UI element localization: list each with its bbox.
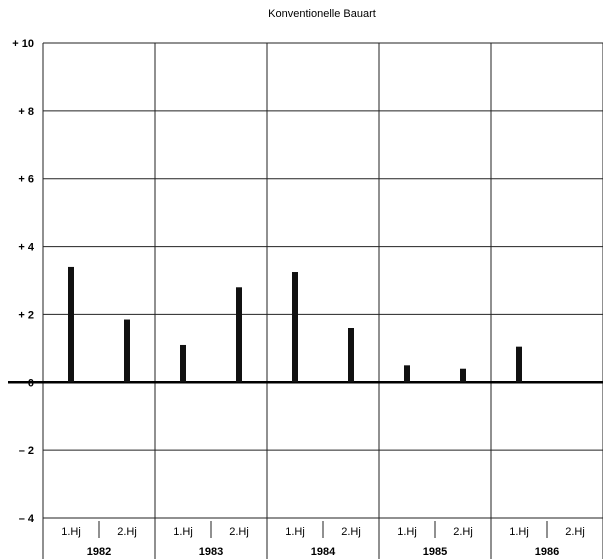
bar-1982-1hj (68, 266, 74, 383)
y-tick-label: 0 (28, 377, 34, 389)
x-axis: 1.Hj 2.Hj 1.Hj 2.Hj 1.Hj 2.Hj 1.Hj 2.Hj 1.Hj 2.Hj… (61, 521, 585, 558)
grid (8, 42, 603, 559)
bar-1986-1hj (516, 346, 522, 383)
y-tick-label: – 2 (19, 445, 34, 457)
x-tick-label: 1.Hj (509, 526, 529, 538)
y-tick-label: + 10 (12, 38, 34, 50)
bar-1984-1hj (292, 272, 298, 383)
year-label: 1986 (535, 546, 559, 558)
x-tick-label: 1.Hj (61, 526, 81, 538)
bar-1983-2hj (236, 287, 242, 383)
year-label: 1985 (423, 546, 447, 558)
bar-1984-2hj (348, 328, 354, 383)
x-tick-label: 1.Hj (285, 526, 305, 538)
bar-1985-2hj (460, 368, 466, 383)
y-tick-label: + 8 (18, 106, 34, 118)
chart-title: Konventionelle Bauart (268, 8, 376, 20)
bar-1982-2hj (124, 319, 130, 383)
x-tick-label: 2.Hj (117, 526, 137, 538)
x-tick-label: 2.Hj (341, 526, 361, 538)
x-tick-label: 1.Hj (173, 526, 193, 538)
y-tick-label: + 6 (18, 174, 34, 186)
bars (68, 266, 522, 383)
x-tick-label: 2.Hj (565, 526, 585, 538)
y-tick-label: + 4 (18, 242, 34, 254)
year-label: 1983 (199, 546, 223, 558)
x-tick-label: 1.Hj (397, 526, 417, 538)
year-label: 1982 (87, 546, 111, 558)
x-tick-label: 2.Hj (453, 526, 473, 538)
y-tick-label: + 2 (18, 309, 34, 321)
year-label: 1984 (311, 546, 336, 558)
bar-1985-1hj (404, 365, 410, 383)
x-tick-label: 2.Hj (229, 526, 249, 538)
y-axis: + 10 + 8 + 6 + 4 + 2 0 – 2 – 4 (12, 38, 35, 525)
y-tick-label: – 4 (19, 513, 35, 525)
bar-1983-1hj (180, 344, 186, 383)
